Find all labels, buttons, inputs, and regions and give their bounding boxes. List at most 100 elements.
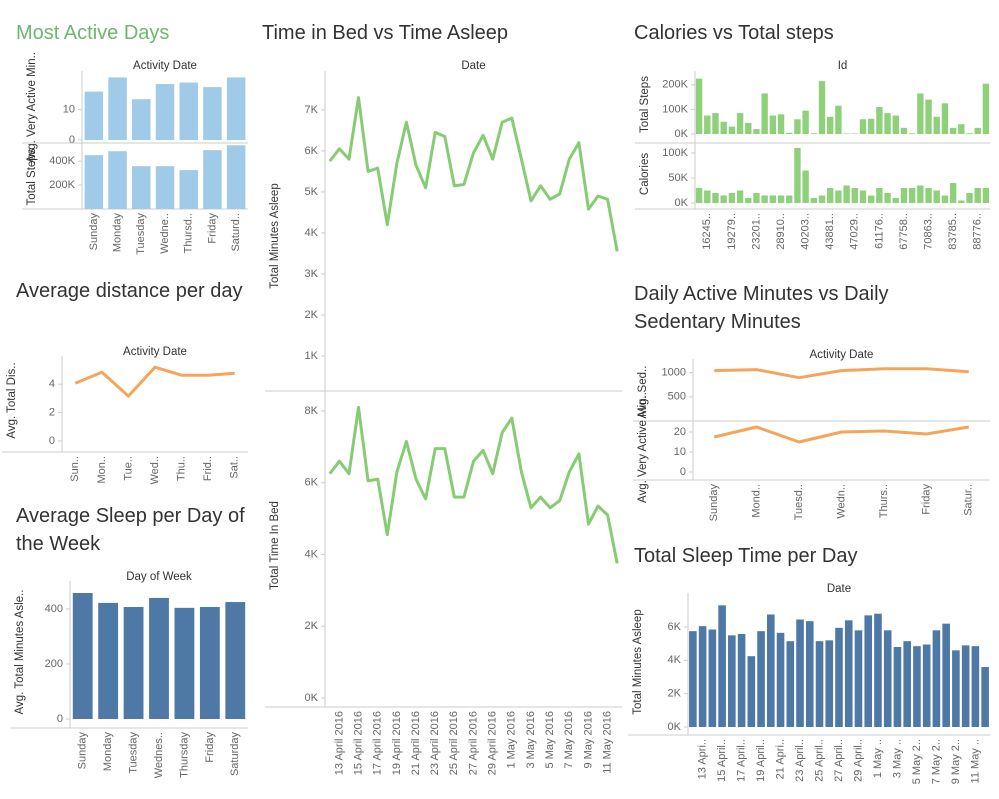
y-axis-label: Total Steps (639, 76, 651, 133)
x-tick-label: 17 April 2016 (372, 711, 384, 775)
x-tick-label: 15 April.. (716, 739, 728, 782)
x-tick-label: Saturday (229, 732, 241, 777)
bar (757, 631, 765, 727)
bar (971, 646, 980, 727)
x-tick-label: 28910.. (775, 213, 787, 250)
line (714, 367, 969, 380)
x-tick-label: 23 April 2016 (429, 711, 441, 775)
bar (753, 193, 760, 203)
bar (802, 170, 809, 203)
bar (226, 145, 246, 209)
bar (226, 77, 246, 140)
y-tick-label: 0K (305, 692, 319, 704)
y-tick-label: 6K (305, 477, 319, 489)
x-tick-label: Saturd.. (230, 213, 242, 252)
y-tick-label: 400 (45, 603, 63, 615)
bar (745, 198, 752, 203)
bar (884, 113, 891, 134)
bar (854, 630, 863, 727)
bar (155, 166, 175, 209)
x-tick-label: 13 Apri.. (697, 739, 709, 779)
bar (155, 84, 175, 140)
y-tick-label: 0 (680, 466, 686, 478)
x-tick-label: 25 April 2016 (448, 711, 460, 775)
x-tick-label: Mon.. (96, 456, 108, 484)
line (328, 96, 619, 252)
bar (883, 630, 892, 727)
x-tick-label: 13 April 2016 (333, 711, 345, 775)
bar (108, 77, 127, 140)
column-header: Id (838, 60, 848, 72)
column-header: Date (827, 583, 851, 595)
x-tick-label: 11 May .. (969, 739, 981, 783)
bar (844, 620, 853, 727)
x-tick-label: 29 April 2016 (487, 711, 499, 775)
x-tick-label: 3 May .. (891, 739, 903, 778)
line (74, 365, 235, 398)
y-tick-label: 0 (57, 713, 63, 725)
bar (745, 122, 752, 134)
y-axis-label: Total Steps (26, 148, 38, 205)
bar (199, 607, 220, 719)
x-tick-label: Frid.. (202, 456, 214, 481)
bar (827, 188, 834, 203)
bar (203, 87, 222, 140)
bar (704, 115, 711, 134)
bar (903, 641, 911, 727)
x-tick-label: Satur.. (963, 484, 975, 516)
x-tick-label: Tuesday (135, 213, 147, 255)
bar (777, 114, 785, 134)
bar (84, 155, 104, 209)
bar (174, 607, 195, 719)
y-tick-label: 200K (662, 79, 688, 91)
y-tick-label: 4 (49, 378, 55, 390)
bar (720, 121, 727, 134)
y-tick-label: 0K (675, 197, 689, 209)
x-tick-label: Wed.. (149, 456, 161, 485)
bar (736, 113, 744, 134)
x-tick-label: Thu.. (175, 456, 187, 481)
bar (786, 132, 793, 134)
y-tick-label: 6K (305, 145, 319, 157)
x-tick-label: 27 April.. (833, 739, 845, 782)
bar (695, 188, 703, 203)
x-tick-label: Monday (102, 732, 114, 772)
chart-title: Average Sleep per Day of the Week (16, 505, 245, 555)
x-tick-label: 9 May 2016 (582, 711, 594, 768)
bar (933, 116, 940, 134)
column-header: Date (461, 60, 485, 72)
line (328, 405, 619, 564)
bar (695, 78, 703, 134)
chart-title: Total Sleep Time per Day (634, 545, 858, 567)
bar (84, 91, 104, 140)
y-tick-label: 50K (668, 172, 688, 184)
bar (917, 185, 924, 203)
bar (966, 133, 973, 134)
x-tick-label: 21 April 2016 (410, 711, 422, 775)
x-tick-label: 19 April.. (755, 739, 767, 782)
x-tick-label: 1 May 2016 (506, 711, 518, 768)
bar (736, 190, 744, 203)
bar (737, 634, 746, 727)
bar (796, 619, 804, 727)
y-axis-label: Avg. Very Active Min.. (637, 392, 649, 503)
bar (769, 195, 777, 203)
bar (859, 190, 867, 203)
bar (922, 644, 931, 727)
x-tick-label: Sun.. (69, 456, 81, 482)
bar (718, 605, 726, 727)
x-tick-label: Sunday (77, 732, 89, 770)
x-tick-label: 61176.. (873, 213, 885, 249)
chart-title: Most Active Days (16, 22, 170, 44)
bar (179, 82, 198, 140)
column-header: Day of Week (126, 571, 192, 583)
bar (747, 656, 756, 727)
bar (982, 83, 990, 134)
y-tick-label: 100K (662, 103, 688, 115)
y-tick-label: 10 (63, 104, 75, 116)
bar (786, 641, 795, 727)
x-tick-label: 88776.. (972, 213, 984, 250)
bar (851, 188, 858, 203)
bar (843, 185, 850, 203)
